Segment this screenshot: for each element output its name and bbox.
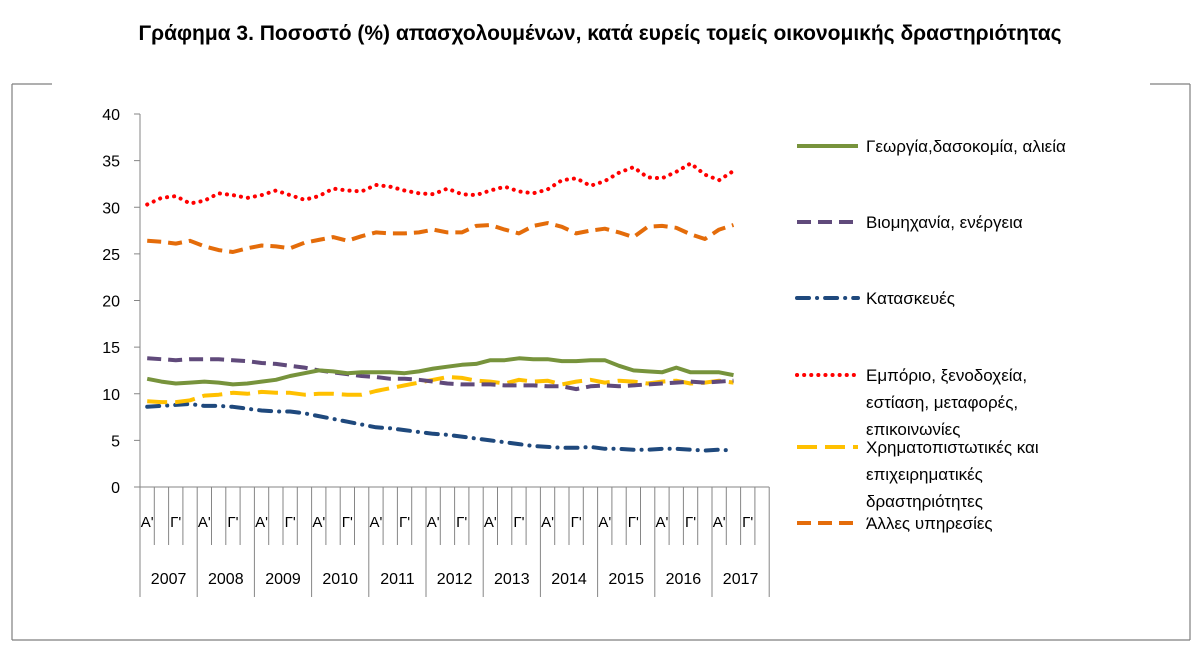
x-quarter-label: Γ' — [285, 514, 296, 531]
y-tick-label: 15 — [102, 340, 120, 357]
series-line-trade — [145, 161, 736, 207]
legend: Γεωργία,δασοκομία, αλιεία Βιομηχανία, ενέ… — [795, 137, 1066, 533]
x-quarter-label: Γ' — [742, 514, 753, 531]
x-quarter-label: Γ' — [342, 514, 353, 531]
x-quarter-label: Α' — [370, 514, 383, 531]
legend-label-trade: εστίαση, μεταφορές, — [866, 393, 1018, 412]
series-line-agriculture — [146, 356, 734, 387]
x-quarter-label: Α' — [656, 514, 669, 531]
x-quarter-label: Γ' — [685, 514, 696, 531]
x-quarter-label: Α' — [427, 514, 440, 531]
series-line-industry — [147, 356, 734, 392]
x-quarter-label: Γ' — [399, 514, 410, 531]
axes: 0 5 10 15 20 25 30 35 40 Α' Γ' 2007 Α' Γ' 2008 Α' Γ' 2009… — [102, 107, 770, 597]
x-year-label: 2008 — [208, 571, 244, 588]
x-year-label: 2007 — [151, 571, 187, 588]
legend-label-other: Άλλες υπηρεσίες — [866, 514, 993, 533]
y-tick-label: 35 — [102, 154, 120, 171]
x-quarter-label: Γ' — [227, 514, 238, 531]
series-layer — [145, 161, 736, 453]
y-tick-label: 0 — [111, 480, 120, 497]
x-year-label: 2014 — [551, 571, 587, 588]
x-quarter-label: Α' — [713, 514, 726, 531]
legend-label-finance: δραστηριότητες — [866, 492, 983, 511]
x-quarter-label: Α' — [312, 514, 325, 531]
legend-label-construction: Κατασκευές — [866, 289, 955, 308]
x-quarter-label: Γ' — [456, 514, 467, 531]
chart-title: Γράφημα 3. Ποσοστό (%) απασχολουμένων, κ… — [138, 22, 1062, 45]
x-quarter-label: Α' — [141, 514, 154, 531]
legend-label-finance: επιχειρηματικές — [866, 465, 983, 484]
x-quarter-label: Γ' — [628, 514, 639, 531]
legend-label-agriculture: Γεωργία,δασοκομία, αλιεία — [866, 137, 1066, 156]
legend-label-finance: Χρηματοπιστωτικές και — [866, 438, 1039, 457]
series-line-other — [147, 221, 735, 254]
y-tick-label: 10 — [102, 387, 120, 404]
legend-label-trade: επικοινωνίες — [866, 420, 960, 439]
x-year-label: 2016 — [666, 571, 702, 588]
legend-label-industry: Βιομηχανία, ενέργεια — [866, 213, 1023, 232]
chart-frame — [11, 83, 1191, 641]
x-year-label: 2015 — [608, 571, 644, 588]
y-tick-label: 40 — [102, 107, 120, 124]
series-line-finance — [147, 375, 734, 405]
y-tick-label: 30 — [102, 200, 120, 217]
x-quarter-label: Α' — [255, 514, 268, 531]
x-year-label: 2013 — [494, 571, 530, 588]
x-quarter-label: Γ' — [170, 514, 181, 531]
x-quarter-label: Α' — [198, 514, 211, 531]
x-quarter-label: Γ' — [571, 514, 582, 531]
series-line-construction — [145, 402, 736, 453]
y-tick-label: 25 — [102, 247, 120, 264]
x-year-label: 2012 — [437, 571, 473, 588]
y-tick-label: 20 — [102, 294, 120, 311]
x-year-label: 2017 — [723, 571, 759, 588]
legend-label-trade: Εμπόριο, ξενοδοχεία, — [866, 366, 1027, 385]
x-quarter-label: Γ' — [513, 514, 524, 531]
x-year-label: 2010 — [322, 571, 358, 588]
x-quarter-label: Α' — [598, 514, 611, 531]
x-year-label: 2009 — [265, 571, 301, 588]
y-tick-label: 5 — [111, 433, 120, 450]
x-quarter-label: Α' — [541, 514, 554, 531]
x-year-label: 2011 — [380, 571, 415, 588]
x-quarter-label: Α' — [484, 514, 497, 531]
